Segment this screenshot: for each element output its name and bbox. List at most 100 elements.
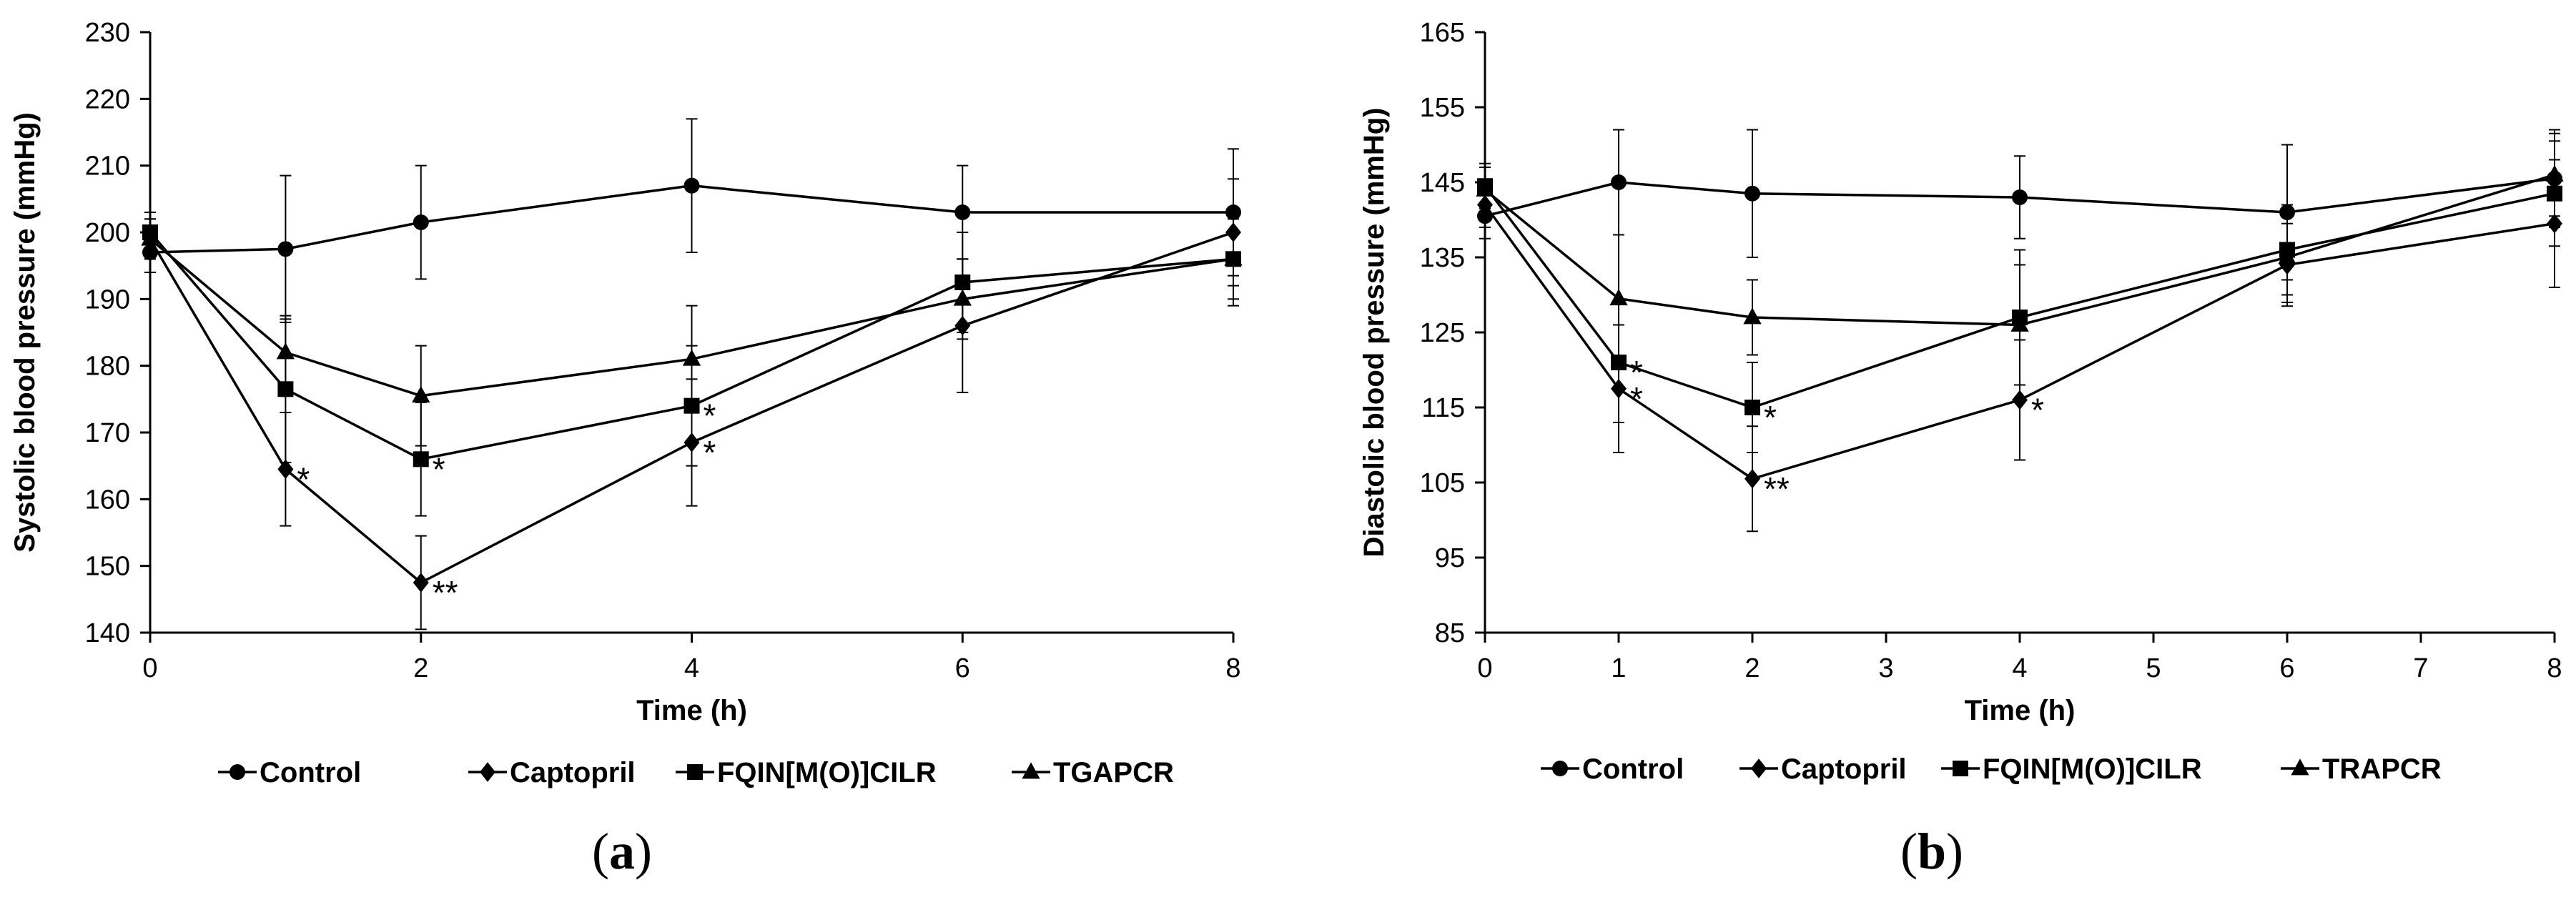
series-control-line [149,184,1233,254]
series-trapcr-point [2545,164,2564,182]
significance-annotation: * [433,450,445,488]
x-tick-label: 8 [2547,653,2562,683]
panel-label-a: (a) [592,823,652,880]
y-tick-label: 170 [85,418,130,448]
series-control-point [684,177,700,194]
legend-item-control: Control [218,757,361,788]
x-tick-label: 6 [955,653,970,683]
series-fqin-m-o-cilr-line [149,231,1234,461]
x-tick-label: 3 [1878,653,1893,683]
legend-item-fqin-m-o-cilr: FQIN[M(O)]CILR [1941,753,2202,785]
significance-annotation: * [704,434,716,471]
series-control-point [2012,189,2028,205]
legend-marker [1552,761,1568,776]
legend-item-captopril: Captopril [1739,753,1907,785]
series-control-point [413,214,429,230]
series-tgapcr [141,218,1243,447]
legend-item-tgapcr: TGAPCR [1012,757,1174,788]
series-control-point [954,204,971,220]
chart-b: 85 95 105 115 125 135 145 155 165 0 1 2 3 4 5 6 7 8 Time (… [1362,18,2564,785]
series-fqin-m-o-cilr-point [1745,400,1760,415]
legend-label: TGAPCR [1053,757,1174,788]
significance-annotation: * [297,460,310,498]
y-tick-label: 210 [85,152,130,182]
y-axis-title: Diastolic blood pressure (mmHg) [1362,108,1390,558]
x-tick-label: 4 [2012,653,2027,683]
series-trapcr [1476,132,2564,386]
series-tgapcr-point [276,342,295,360]
series-control-point [1611,174,1627,190]
x-axis-title: Time (h) [1965,695,2076,726]
legend-marker [1953,761,1968,776]
legend-label: FQIN[M(O)]CILR [1983,753,2202,785]
legend-label: TRAPCR [2322,753,2442,785]
legend-marker [687,764,703,780]
significance-annotation: * [1764,399,1777,436]
legend-label: Captopril [1781,753,1907,785]
significance-annotation: * [1630,354,1643,391]
legend-marker [230,764,245,780]
series-trapcr-point [2278,247,2296,264]
series-captopril-point [413,573,429,593]
x-tick-label: 7 [2413,653,2428,683]
legend-item-captopril: Captopril [468,757,636,788]
series-captopril-point [277,459,294,480]
y-tick-label: 125 [1420,318,1465,348]
y-tick-label: 220 [85,84,130,114]
x-axis-title: Time (h) [636,695,747,726]
series-control-line [1484,177,2555,217]
x-tick-label: 0 [142,653,157,683]
series-trapcr-point [2010,315,2029,332]
significance-annotation: ** [433,574,458,611]
panel-label-a-letter: a [608,823,635,880]
series-captopril-point [1745,469,1760,489]
legend-item-trapcr: TRAPCR [2281,753,2442,785]
y-tick-label: 160 [85,485,130,515]
series-tgapcr-point [1224,249,1243,266]
x-tick-label: 1 [1611,653,1626,683]
series-tgapcr-point [682,349,701,366]
x-tick-label: 2 [413,653,428,683]
series-trapcr-point [1609,289,1628,306]
y-tick-label: 145 [1420,168,1465,198]
series-tgapcr-point [141,229,159,246]
y-tick-label: 85 [1435,618,1465,648]
y-tick-label: 135 [1420,243,1465,273]
y-tick-label: 105 [1420,468,1465,498]
series-trapcr-point [1476,179,1494,197]
chart-a: 140 150 160 170 180 190 200 210 220 230 0 2 4 6 8 Time … [9,18,1243,788]
y-tick-label: 180 [85,352,130,382]
series-tgapcr-line [149,237,1234,397]
x-tick-label: 5 [2146,653,2161,683]
x-tick-label: 2 [1745,653,1760,683]
legend-marker [2291,758,2309,776]
series-control [142,118,1241,323]
legend-label: Captopril [510,757,636,788]
significance-annotation: * [1630,380,1643,417]
panel-label-b-letter: b [1917,823,1947,880]
series-tgapcr-point [412,385,430,403]
series-control-point [277,241,294,257]
y-tick-label: 115 [1421,393,1465,423]
panel-label-b: (b) [1900,823,1964,880]
legend-label: FQIN[M(O)]CILR [717,757,937,788]
x-tick-label: 0 [1477,653,1492,683]
series-fqin-m-o-cilr-line [1484,185,2555,409]
series-trapcr-point [1743,307,1762,325]
significance-annotation: * [2031,392,2044,429]
x-tick-label: 6 [2279,653,2294,683]
y-tick-label: 140 [85,618,130,648]
legend-label: Control [260,757,361,788]
series-captopril-line [1484,204,2555,480]
y-tick-label: 190 [85,285,130,315]
series-trapcr-line [1484,173,2555,327]
legend-marker [1022,762,1040,779]
x-tick-label: 4 [684,653,699,683]
significance-annotation: ** [1764,470,1790,508]
significance-annotation: * [704,397,716,435]
series-fqin-m-o-cilr-point [413,451,429,468]
legend-label: Control [1582,753,1684,785]
x-tick-label: 8 [1225,653,1240,683]
y-tick-label: 155 [1420,93,1465,123]
y-tick-label: 95 [1435,543,1465,573]
